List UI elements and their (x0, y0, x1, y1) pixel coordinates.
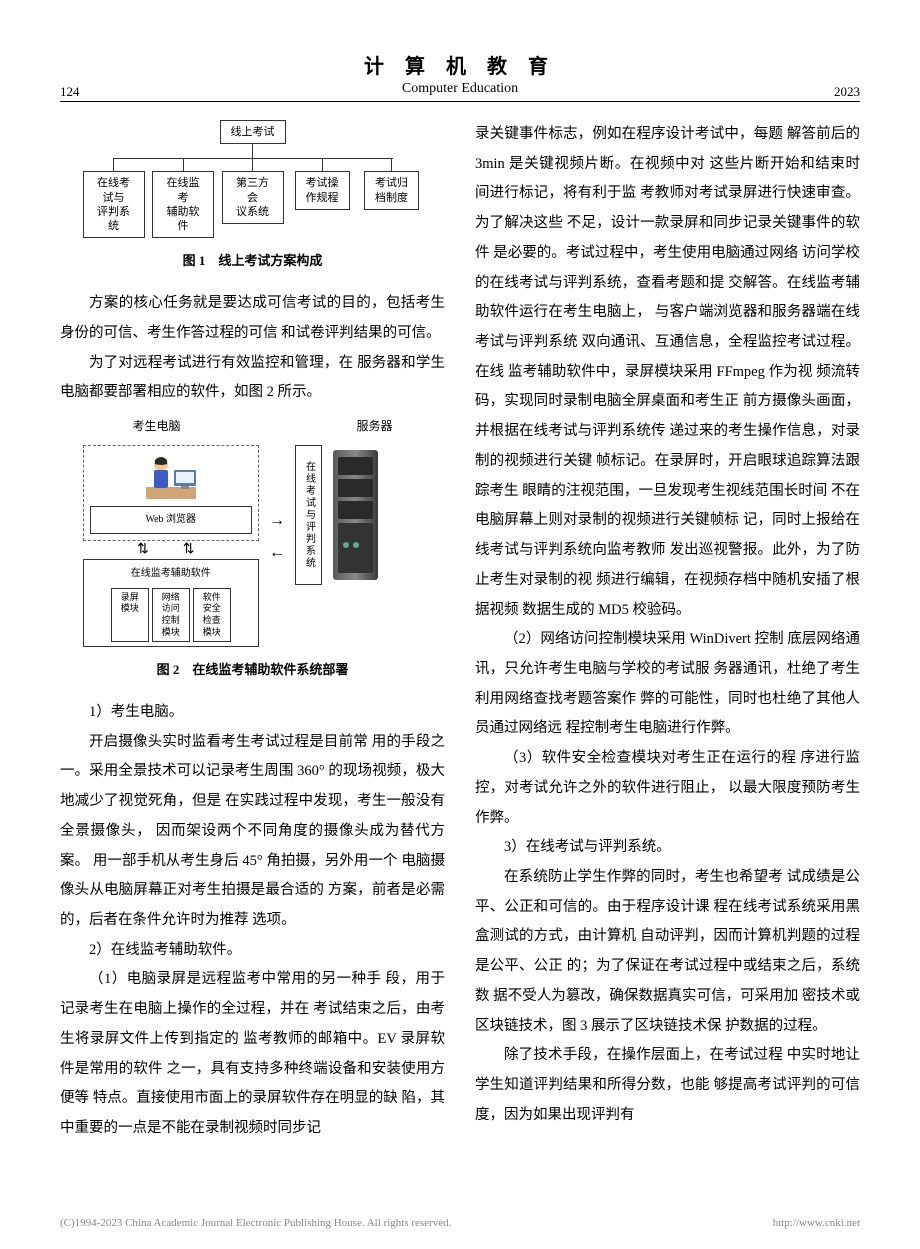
fig1-child-3: 第三方会 议系统 (222, 171, 284, 224)
left-para-6: （1）电脑录屏是远程监考中常用的另一种手 段，用于记录考生在电脑上操作的全过程，… (60, 965, 445, 1143)
content-columns: 线上考试 在线考试与 评判系统 在线监考 辅助软件 第三方会 议系统 考试操 作… (60, 120, 860, 1144)
right-para-4: 3）在线考试与评判系统。 (475, 833, 860, 863)
left-para-4: 开启摄像头实时监看考生考试过程是目前常 用的手段之一。采用全景技术可以记录考生周… (60, 728, 445, 936)
fig2-mod-1: 录屏 模块 (111, 588, 149, 643)
fig1-caption: 图 1 线上考试方案构成 (60, 248, 445, 275)
left-para-5: 2）在线监考辅助软件。 (60, 936, 445, 966)
figure-1: 线上考试 在线考试与 评判系统 在线监考 辅助软件 第三方会 议系统 考试操 作… (83, 120, 423, 238)
fig2-client-box: Web 浏览器 (83, 445, 260, 542)
fig2-mid-arrow-icon: →← (269, 445, 285, 571)
left-para-2: 为了对远程考试进行有效监控和管理，在 服务器和学生电脑都要部署相应的软件，如图 … (60, 349, 445, 408)
left-para-1: 方案的核心任务就是要达成可信考试的目的，包括考生身份的可信、考生作答过程的可信 … (60, 289, 445, 348)
journal-title-en: Computer Education (60, 81, 860, 97)
right-column: 录关键事件标志，例如在程序设计考试中，每题 解答前后的 3min 是关键视频片断… (475, 120, 860, 1144)
fig2-system-box: 在线考试与评判系统 (295, 445, 322, 585)
fig1-children: 在线考试与 评判系统 在线监考 辅助软件 第三方会 议系统 考试操 作规程 考试… (83, 159, 423, 238)
right-para-2: （2）网络访问控制模块采用 WinDivert 控制 底层网络通讯，只允许考生电… (475, 625, 860, 744)
page-number: 124 (60, 84, 80, 100)
fig2-person-icon (90, 452, 253, 502)
fig2-server-label: 服务器 (356, 414, 392, 439)
fig2-mod-2: 网络 访问 控制 模块 (152, 588, 190, 643)
fig2-browser-box: Web 浏览器 (90, 506, 253, 535)
fig2-client-label: 考生电脑 (133, 414, 181, 439)
year-label: 2023 (834, 84, 860, 100)
left-para-3: 1）考生电脑。 (60, 698, 445, 728)
fig1-child-1: 在线考试与 评判系统 (83, 171, 145, 238)
footer-url: http://www.cnki.net (773, 1217, 860, 1229)
header-divider (60, 101, 860, 102)
page-header: 124 2023 计 算 机 教 育 Computer Education (60, 50, 860, 102)
fig1-child-5: 考试归 档制度 (364, 171, 419, 210)
journal-title-cn: 计 算 机 教 育 (60, 50, 860, 79)
fig1-child-4: 考试操 作规程 (295, 171, 350, 210)
fig1-child-2: 在线监考 辅助软件 (152, 171, 214, 238)
fig1-connector (252, 144, 253, 158)
fig1-root-box: 线上考试 (220, 120, 286, 144)
fig2-caption: 图 2 在线监考辅助软件系统部署 (60, 657, 445, 684)
page-footer: (C)1994-2023 China Academic Journal Elec… (60, 1217, 860, 1229)
fig2-mod-3: 软件 安全 检查 模块 (193, 588, 231, 643)
fig2-helper-title: 在线监考辅助软件 (88, 564, 255, 585)
figure-2: 考生电脑 服务器 (83, 414, 423, 647)
right-para-3: （3）软件安全检查模块对考生正在运行的程 序进行监控，对考试允许之外的软件进行阻… (475, 744, 860, 833)
fig2-helper-box: 在线监考辅助软件 录屏 模块 网络 访问 控制 模块 软件 安全 检查 模块 (83, 559, 260, 647)
right-para-6: 除了技术手段，在操作层面上，在考试过程 中实时地让学生知道评判结果和所得分数，也… (475, 1041, 860, 1130)
fig2-arrows-icon: ⇅ ⇅ (83, 543, 260, 557)
right-para-1: 录关键事件标志，例如在程序设计考试中，每题 解答前后的 3min 是关键视频片断… (475, 120, 860, 625)
copyright-text: (C)1994-2023 China Academic Journal Elec… (60, 1217, 451, 1229)
left-column: 线上考试 在线考试与 评判系统 在线监考 辅助软件 第三方会 议系统 考试操 作… (60, 120, 445, 1144)
right-para-5: 在系统防止学生作弊的同时，考生也希望考 试成绩是公平、公正和可信的。由于程序设计… (475, 863, 860, 1041)
server-icon (328, 445, 383, 585)
